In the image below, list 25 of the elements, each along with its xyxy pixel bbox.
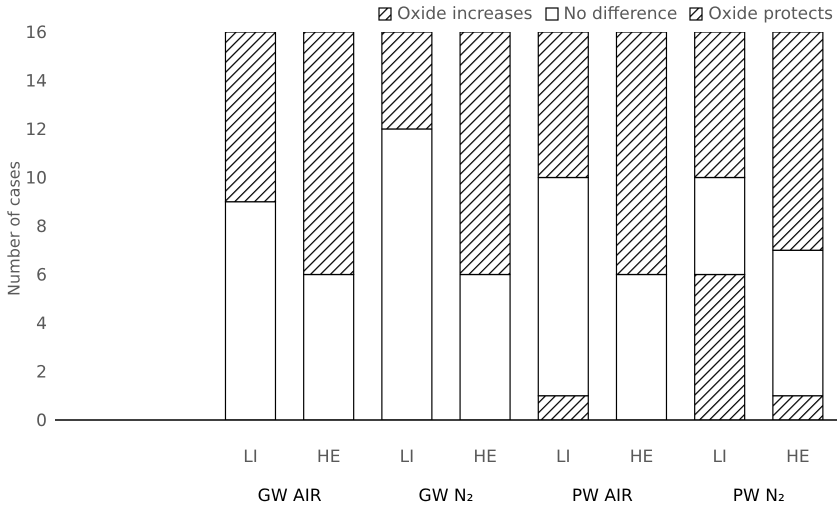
y-axis-title: Number of cases <box>4 161 24 296</box>
text: GW N₂ <box>418 486 474 506</box>
x-tick-label: HE <box>630 447 654 468</box>
y-tick-label: 8 <box>36 217 47 238</box>
x-tick-label: LI <box>400 447 414 468</box>
x-tick-label: LI <box>556 447 571 468</box>
text: PW AIR <box>570 486 634 506</box>
legend-label: No difference <box>562 4 678 24</box>
y-tick-label: 2 <box>36 362 47 383</box>
text: PW N₂ <box>732 486 786 506</box>
x-tick-label: HE <box>473 447 497 468</box>
y-tick-label: 10 <box>25 168 47 189</box>
y-tick-label: 6 <box>36 266 47 286</box>
y-tick-label: 0 <box>36 411 47 432</box>
y-tick-label: 16 <box>25 23 47 44</box>
y-tick-label: 14 <box>25 72 47 92</box>
y-tick-label: 4 <box>36 314 47 334</box>
x-tick-label: HE <box>316 447 340 468</box>
legend-label: Oxide protects <box>707 4 833 24</box>
y-tick-label: 12 <box>25 120 47 140</box>
text: GW AIR <box>256 486 323 506</box>
x-tick-label: LI <box>243 447 258 468</box>
x-tick-label: LI <box>712 447 727 468</box>
x-tick-label: HE <box>786 447 810 468</box>
legend-label: Oxide increases <box>396 4 532 24</box>
